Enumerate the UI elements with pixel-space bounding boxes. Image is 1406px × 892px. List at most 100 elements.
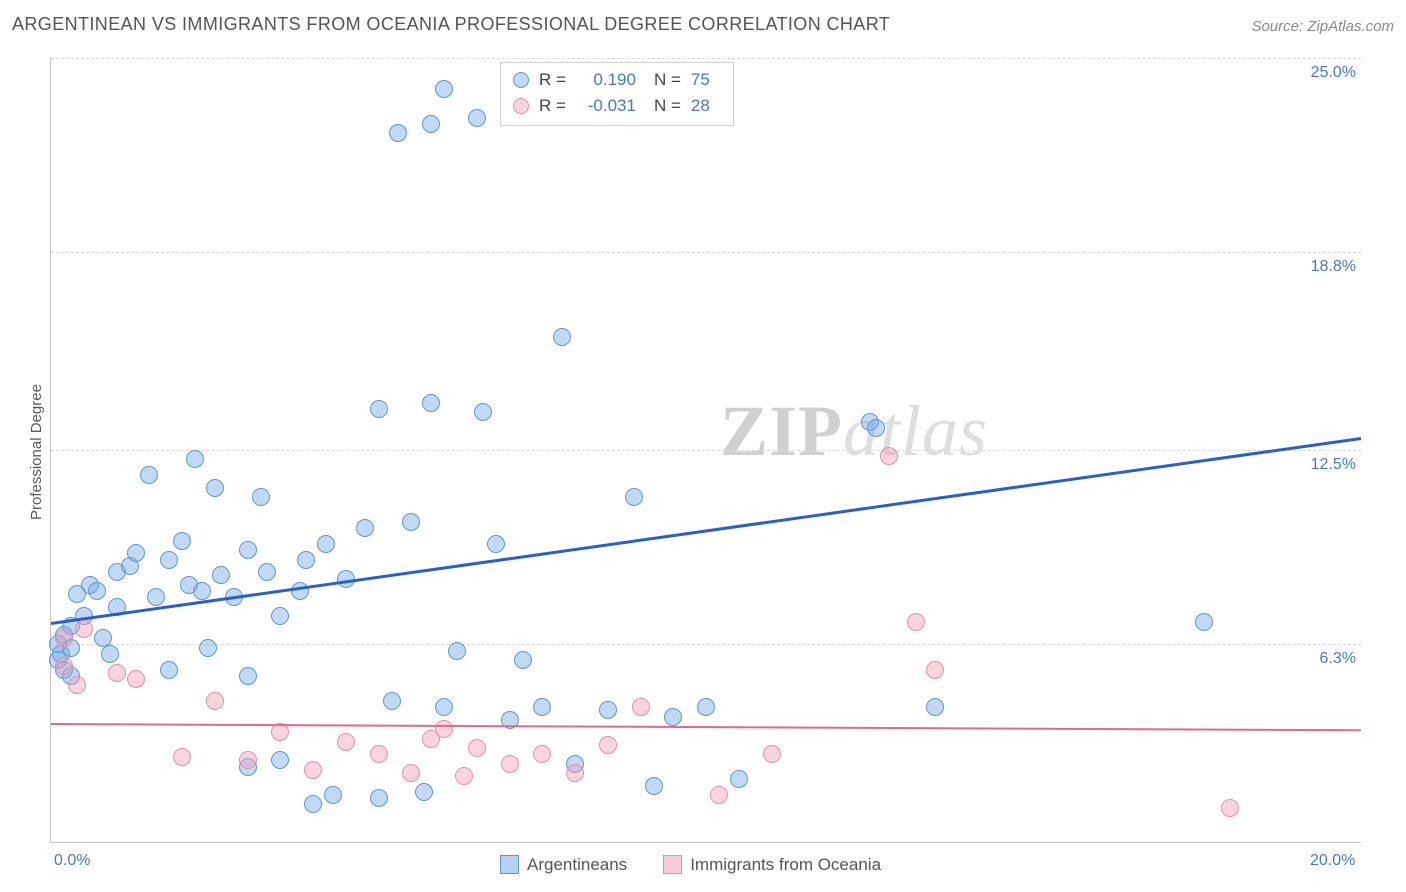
data-point [468,109,486,127]
data-point [645,777,663,795]
data-point [763,745,781,763]
legend-r-label: R = [539,96,566,116]
data-point [383,692,401,710]
data-point [68,676,86,694]
data-point [101,645,119,663]
data-point [468,739,486,757]
data-point [370,400,388,418]
data-point [625,488,643,506]
gridline [51,450,1361,451]
data-point [127,544,145,562]
legend-swatch-icon [513,98,529,114]
data-point [926,698,944,716]
legend-item-label: Immigrants from Oceania [690,855,881,874]
data-point [291,582,309,600]
data-point [304,795,322,813]
data-point [239,541,257,559]
data-point [173,748,191,766]
data-point [108,664,126,682]
data-point [474,403,492,421]
data-point [212,566,230,584]
data-point [599,701,617,719]
data-point [88,582,106,600]
data-point [206,479,224,497]
data-point [415,783,433,801]
data-point [926,661,944,679]
legend-swatch-icon [513,72,529,88]
data-point [271,607,289,625]
data-point [324,786,342,804]
data-point [140,466,158,484]
data-point [75,620,93,638]
data-point [422,115,440,133]
data-point [160,661,178,679]
correlation-legend: R =0.190N =75R =-0.031N =28 [500,62,734,126]
data-point [533,745,551,763]
legend-r-value: 0.190 [576,70,636,90]
data-point [271,751,289,769]
data-point [867,419,885,437]
legend-swatch-icon [500,855,519,874]
data-point [252,488,270,506]
data-point [501,755,519,773]
data-point [632,698,650,716]
legend-n-value: 75 [691,70,721,90]
data-point [337,733,355,751]
legend-r-label: R = [539,70,566,90]
legend-swatch-icon [663,855,682,874]
data-point [730,770,748,788]
legend-item: Immigrants from Oceania [663,855,881,875]
data-point [435,80,453,98]
legend-row: R =-0.031N =28 [513,93,721,119]
data-point [553,328,571,346]
data-point [186,450,204,468]
y-tick-label: 6.3% [1300,650,1356,668]
trend-line [51,723,1361,731]
data-point [173,532,191,550]
source-attribution: Source: ZipAtlas.com [1251,18,1394,35]
series-legend: Argentineans Immigrants from Oceania [500,855,881,875]
data-point [147,588,165,606]
legend-row: R = 0.190 N = 75 [513,67,721,93]
data-point [435,720,453,738]
chart-title: ARGENTINEAN VS IMMIGRANTS FROM OCEANIA P… [12,14,890,35]
trend-line [51,437,1361,624]
data-point [317,535,335,553]
data-point [1221,799,1239,817]
data-point [1195,613,1213,631]
data-point [370,745,388,763]
data-point [566,764,584,782]
y-tick-label: 12.5% [1300,456,1356,474]
gridline [51,644,1361,645]
data-point [455,767,473,785]
data-point [193,582,211,600]
data-point [448,642,466,660]
data-point [370,789,388,807]
data-point [304,761,322,779]
data-point [599,736,617,754]
x-tick-label: 20.0% [1310,852,1355,870]
data-point [160,551,178,569]
data-point [258,563,276,581]
data-point [402,764,420,782]
data-point [239,667,257,685]
legend-r-value: -0.031 [576,96,636,116]
data-point [297,551,315,569]
legend-n-label: N = [654,70,681,90]
data-point [435,698,453,716]
y-axis-label: Professional Degree [28,384,45,520]
legend-item: Argentineans [500,855,627,875]
data-point [356,519,374,537]
x-tick-label: 0.0% [54,852,90,870]
data-point [206,692,224,710]
legend-item-label: Argentineans [527,855,627,874]
chart-plot-area [50,58,1361,843]
data-point [697,698,715,716]
data-point [514,651,532,669]
data-point [907,613,925,631]
data-point [664,708,682,726]
legend-n-value: 28 [691,96,721,116]
data-point [199,639,217,657]
gridline [51,252,1361,253]
data-point [402,513,420,531]
